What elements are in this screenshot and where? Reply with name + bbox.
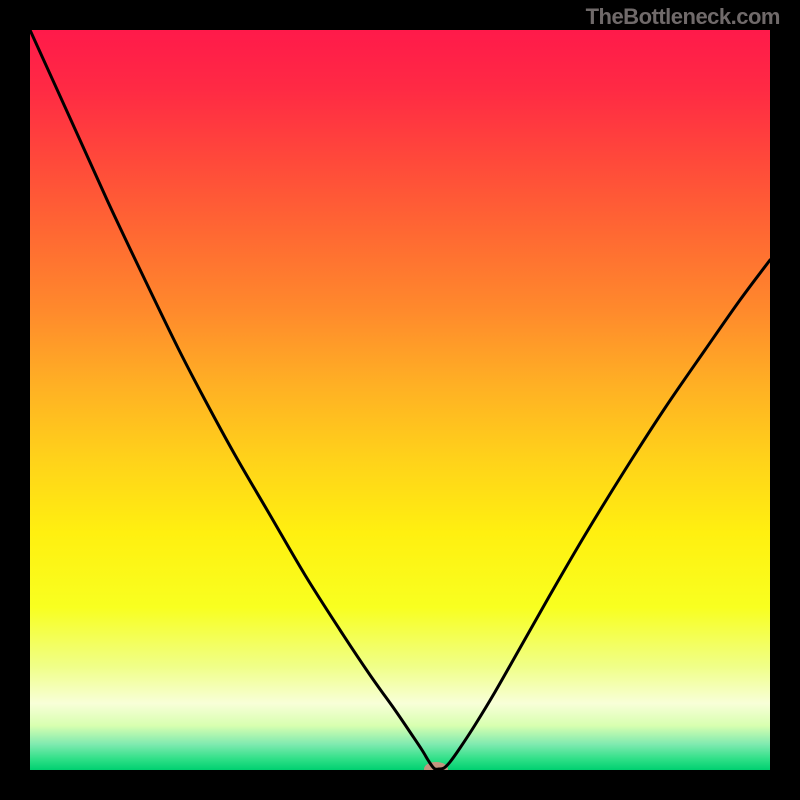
bottleneck-chart: [0, 0, 800, 800]
watermark-text: TheBottleneck.com: [586, 4, 780, 30]
chart-container: TheBottleneck.com: [0, 0, 800, 800]
plot-area: [30, 30, 770, 770]
